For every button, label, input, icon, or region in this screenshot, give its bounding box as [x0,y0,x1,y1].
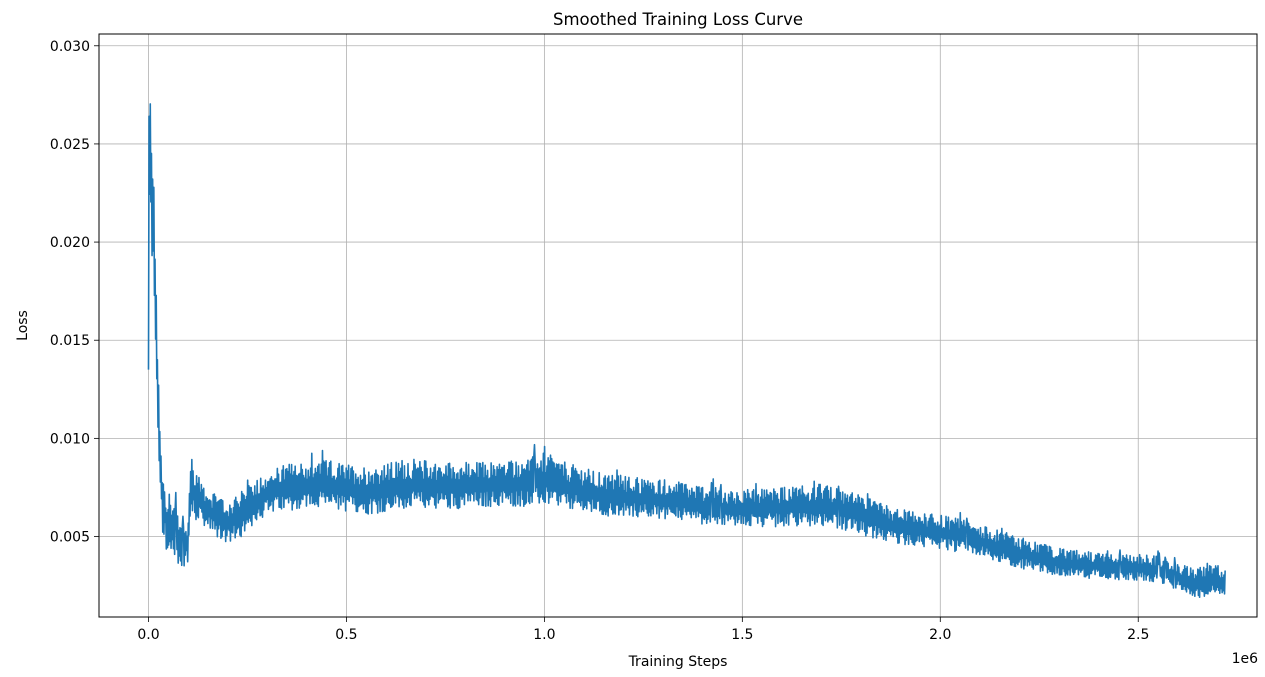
axes-frame [98,33,1258,618]
chart-title: Smoothed Training Loss Curve [553,10,803,29]
x-tick-label: 0.0 [137,627,159,643]
x-axis-label: Training Steps [628,654,728,670]
x-tick-label: 1.5 [731,627,753,643]
x-tick-label: 2.5 [1127,627,1149,643]
plot-area [147,103,1226,599]
y-tick-label: 0.010 [50,431,90,447]
loss-series-line [147,103,1226,599]
x-axis-offset-label: 1e6 [1232,651,1259,667]
x-tick-label: 0.5 [335,627,357,643]
y-tick-label: 0.005 [50,530,90,546]
y-tick-label: 0.020 [50,235,90,251]
grid-lines [99,34,1257,617]
y-tick-label: 0.015 [50,333,90,349]
y-axis-ticks: 0.005 0.010 0.015 0.020 0.025 0.030 [50,39,99,546]
x-tick-label: 2.0 [929,627,951,643]
x-tick-label: 1.0 [533,627,555,643]
x-axis-ticks: 0.0 0.5 1.0 1.5 2.0 2.5 [137,617,1149,643]
y-tick-label: 0.025 [50,137,90,153]
y-axis-label: Loss [15,310,31,341]
y-tick-label: 0.030 [50,39,90,55]
